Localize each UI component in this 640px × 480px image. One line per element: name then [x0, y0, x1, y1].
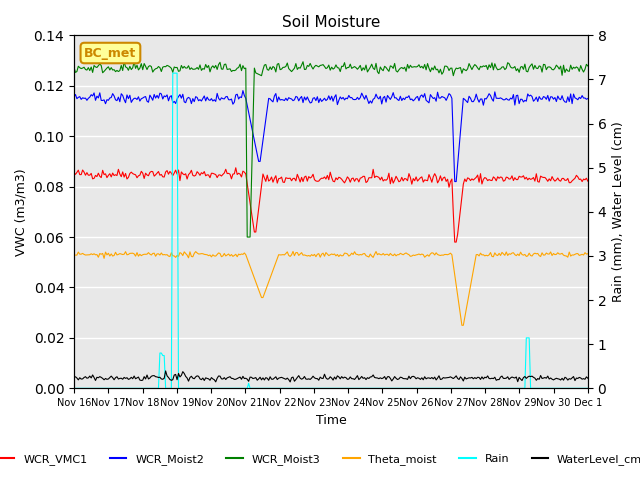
- Legend: WCR_VMC1, WCR_Moist2, WCR_Moist3, Theta_moist, Rain, WaterLevel_cm: WCR_VMC1, WCR_Moist2, WCR_Moist3, Theta_…: [0, 450, 640, 469]
- X-axis label: Time: Time: [316, 414, 346, 427]
- Text: BC_met: BC_met: [84, 47, 136, 60]
- Y-axis label: VWC (m3/m3): VWC (m3/m3): [15, 168, 28, 256]
- Y-axis label: Rain (mm), Water Level (cm): Rain (mm), Water Level (cm): [612, 121, 625, 302]
- Title: Soil Moisture: Soil Moisture: [282, 15, 380, 30]
